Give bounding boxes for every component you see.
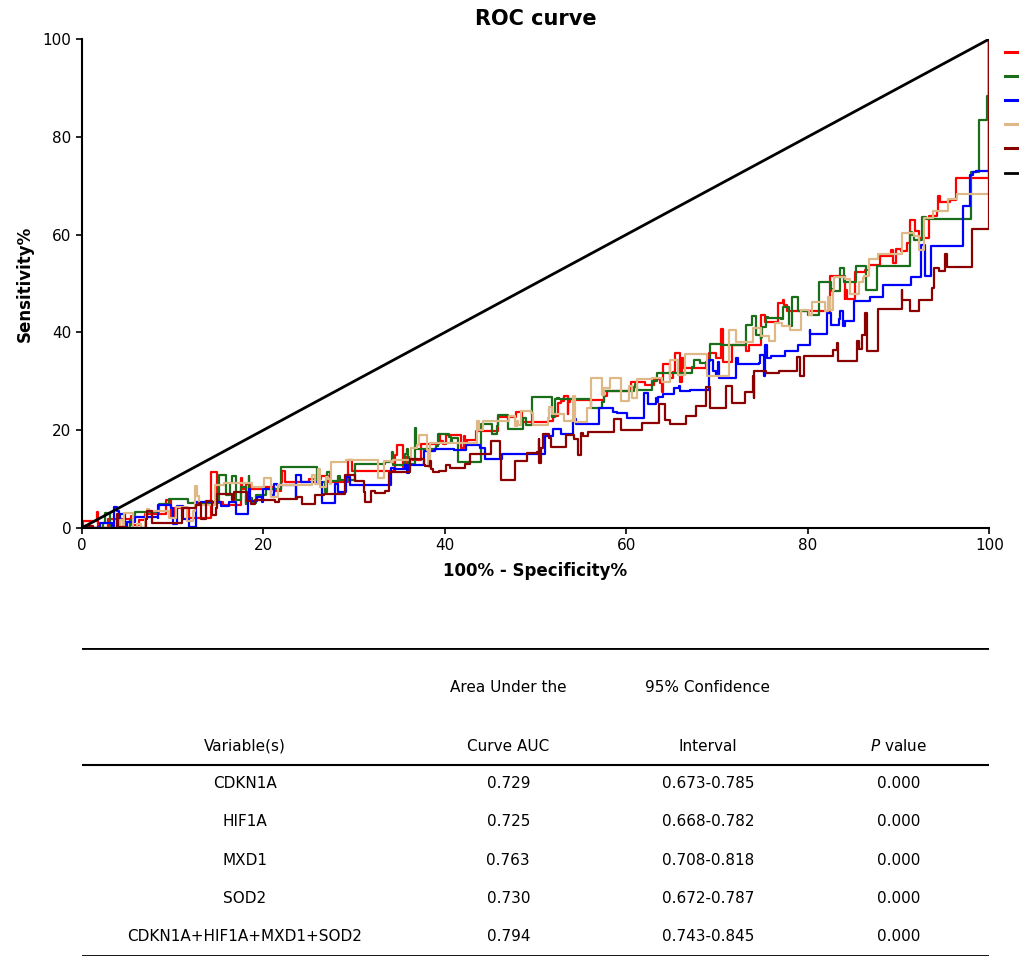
Text: SOD2: SOD2	[223, 891, 266, 906]
CDKN1A	[638, 379, 650, 391]
MXD1	[328, 479, 340, 490]
CDKN1A	[931, 190, 944, 202]
Text: Variable(s): Variable(s)	[204, 739, 285, 754]
Text: 0.000: 0.000	[876, 814, 919, 830]
Text: 0.672-0.787: 0.672-0.787	[661, 891, 753, 906]
Text: Interval: Interval	[678, 739, 737, 754]
HIF1A	[398, 448, 411, 459]
Text: 0.673-0.785: 0.673-0.785	[661, 776, 753, 791]
SOD2	[775, 320, 788, 332]
Text: 0.000: 0.000	[876, 852, 919, 868]
SOD2	[569, 416, 581, 428]
CDKN1A	[709, 352, 721, 364]
Text: 0.000: 0.000	[876, 776, 919, 791]
CDKN1A	[75, 523, 88, 534]
Text: MXD1: MXD1	[222, 852, 267, 868]
CDKN1A	[777, 299, 790, 311]
SOD2	[663, 354, 676, 366]
Text: 0.725: 0.725	[486, 814, 530, 830]
HIF1A	[982, 33, 995, 45]
CDKN1A	[742, 339, 754, 351]
SOD2	[917, 212, 929, 223]
Text: 0.668-0.782: 0.668-0.782	[661, 814, 753, 830]
MXD1	[75, 523, 88, 534]
CDKN1A+HIF1A+MXD1+SOD2	[404, 453, 416, 465]
MXD1	[592, 403, 604, 414]
MXD1	[982, 33, 995, 45]
CDKN1A	[982, 33, 995, 45]
HIF1A	[739, 320, 751, 332]
MXD1	[674, 385, 686, 397]
CDKN1A+HIF1A+MXD1+SOD2	[663, 418, 676, 430]
SOD2	[75, 523, 88, 534]
Text: 0.730: 0.730	[486, 891, 530, 906]
Line: CDKN1A+HIF1A+MXD1+SOD2: CDKN1A+HIF1A+MXD1+SOD2	[82, 39, 988, 528]
X-axis label: 100% - Specificity%: 100% - Specificity%	[443, 562, 627, 580]
Line: SOD2: SOD2	[82, 39, 988, 528]
HIF1A	[688, 355, 700, 367]
MXD1	[711, 356, 723, 368]
CDKN1A+HIF1A+MXD1+SOD2	[719, 379, 732, 391]
MXD1	[757, 370, 769, 381]
HIF1A	[759, 312, 771, 324]
Text: Curve AUC: Curve AUC	[467, 739, 549, 754]
Title: ROC curve: ROC curve	[474, 9, 596, 29]
Legend: CDKN1A, HIF1A, MXD1, SOD2, CDKN1A+HIF1A+MXD1+SOD2, Reference line: CDKN1A, HIF1A, MXD1, SOD2, CDKN1A+HIF1A+…	[998, 39, 1019, 187]
Text: 0.708-0.818: 0.708-0.818	[661, 852, 753, 868]
CDKN1A+HIF1A+MXD1+SOD2	[759, 368, 771, 379]
Text: 0.763: 0.763	[486, 852, 530, 868]
Text: CDKN1A: CDKN1A	[213, 776, 276, 791]
Text: 0.743-0.845: 0.743-0.845	[661, 929, 753, 944]
CDKN1A+HIF1A+MXD1+SOD2	[75, 523, 88, 534]
SOD2	[982, 33, 995, 45]
Line: MXD1: MXD1	[82, 39, 988, 528]
CDKN1A+HIF1A+MXD1+SOD2	[932, 265, 945, 277]
MXD1	[956, 201, 968, 213]
Text: 0.794: 0.794	[486, 929, 530, 944]
Text: 0.000: 0.000	[876, 929, 919, 944]
CDKN1A+HIF1A+MXD1+SOD2	[982, 33, 995, 45]
Text: HIF1A: HIF1A	[222, 814, 267, 830]
Text: 0.000: 0.000	[876, 891, 919, 906]
HIF1A	[548, 404, 560, 415]
Text: $\it{P}$ value: $\it{P}$ value	[869, 738, 926, 754]
CDKN1A+HIF1A+MXD1+SOD2	[557, 441, 570, 452]
Text: CDKN1A+HIF1A+MXD1+SOD2: CDKN1A+HIF1A+MXD1+SOD2	[127, 929, 362, 944]
HIF1A	[919, 213, 931, 224]
HIF1A	[75, 523, 88, 534]
Text: 95% Confidence: 95% Confidence	[645, 681, 769, 695]
SOD2	[729, 336, 741, 348]
SOD2	[386, 453, 398, 465]
Y-axis label: Sensitivity%: Sensitivity%	[16, 225, 34, 341]
Line: HIF1A: HIF1A	[82, 39, 988, 528]
Text: Area Under the: Area Under the	[449, 681, 566, 695]
Line: CDKN1A: CDKN1A	[82, 39, 988, 528]
Text: 0.729: 0.729	[486, 776, 530, 791]
CDKN1A	[433, 435, 445, 447]
